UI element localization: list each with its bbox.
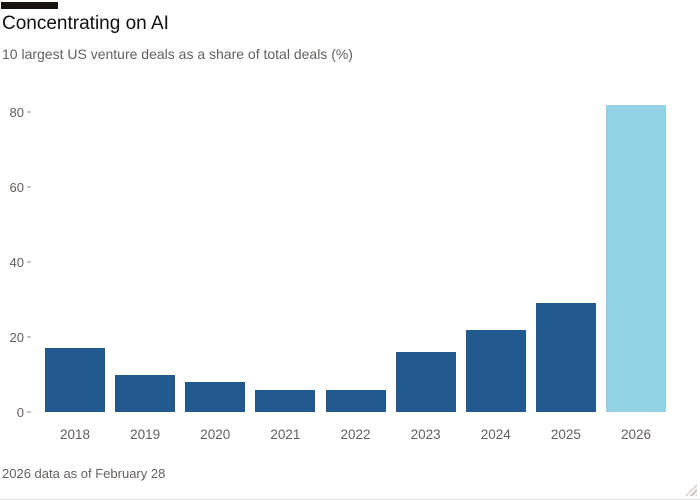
bar-2018 [45, 348, 105, 412]
title-accent-rule [1, 2, 58, 9]
y-tick-mark [27, 186, 31, 188]
x-tick-label: 2018 [59, 427, 91, 442]
y-tick-label: 40 [9, 255, 24, 270]
y-tick-mark [27, 261, 31, 263]
x-tick-label: 2022 [340, 427, 371, 442]
y-tick-label: 60 [9, 180, 24, 195]
bar-2023 [395, 352, 456, 412]
y-tick-label: 80 [9, 105, 24, 120]
bar-chart-plot: 0 20 40 60 80 2018 2019 2020 2021 2022 2023 2024 202… [9, 104, 666, 442]
y-tick-mark [27, 111, 31, 113]
y-tick-mark [27, 336, 31, 338]
x-tick-label: 2020 [200, 427, 231, 442]
chart-subtitle: 10 largest US venture deals as a share o… [2, 46, 353, 62]
x-tick-label: 2021 [270, 427, 301, 442]
y-tick-mark [27, 411, 31, 413]
x-tick-label: 2026 [620, 427, 652, 442]
bar-2025 [535, 303, 596, 412]
chart-title: Concentrating on AI [2, 13, 169, 34]
y-tick-label: 0 [16, 405, 24, 420]
x-tick-label: 2024 [480, 427, 511, 442]
x-tick-label: 2023 [410, 427, 441, 442]
x-tick-label: 2019 [130, 427, 161, 442]
bar-2019 [115, 374, 176, 412]
y-tick-label: 20 [9, 330, 24, 345]
bar-2022 [325, 389, 386, 412]
bar-2021 [255, 389, 316, 412]
bar-2024 [465, 329, 526, 412]
chart-footnote: 2026 data as of February 28 [2, 466, 166, 481]
x-tick-label: 2025 [550, 427, 581, 442]
resize-grip-icon[interactable] [685, 484, 697, 496]
bar-2026 [606, 104, 666, 412]
bar-2020 [185, 382, 246, 412]
